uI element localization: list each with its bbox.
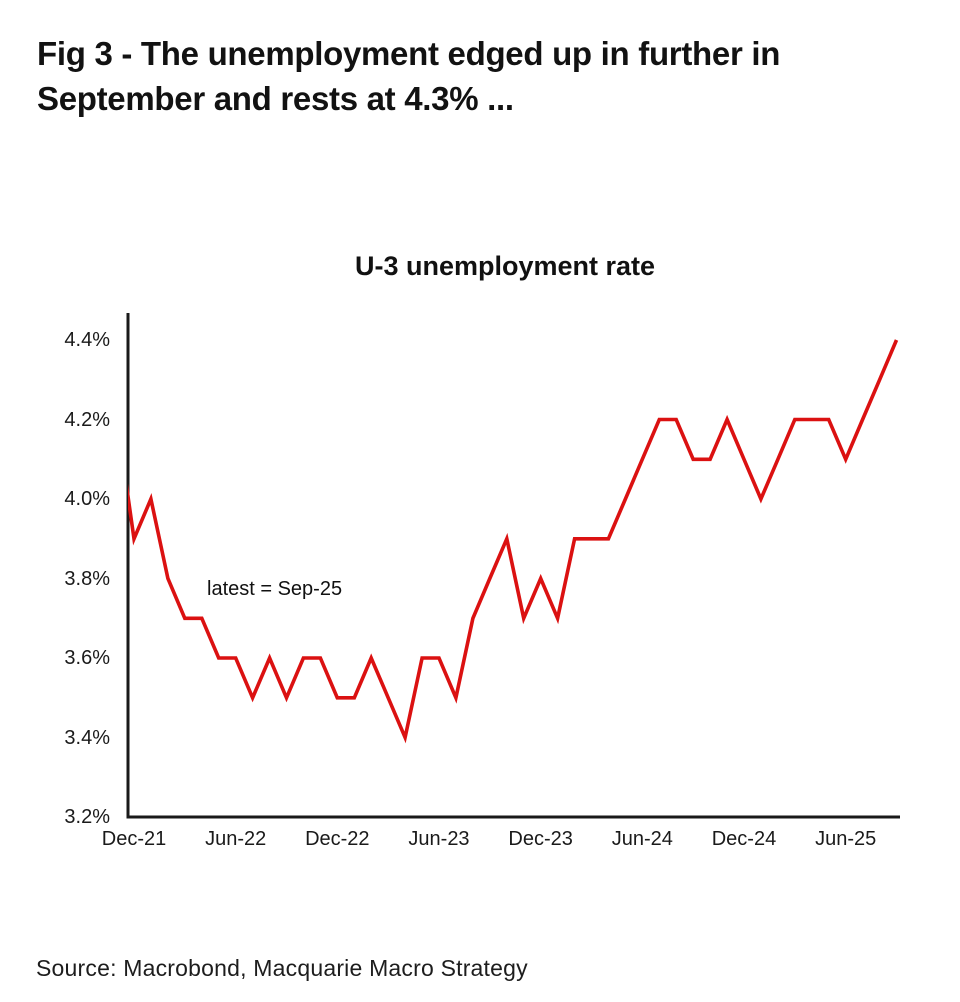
figure-title-line2: September and rests at 4.3% ...	[37, 80, 514, 117]
y-tick-label: 4.0%	[64, 488, 110, 510]
y-tick-label: 3.4%	[64, 726, 110, 749]
x-tick-label: Jun-25	[815, 828, 877, 850]
x-tick-label: Dec-22	[305, 828, 370, 850]
x-tick-label: Jun-23	[408, 828, 470, 850]
x-tick-label: Jun-22	[205, 828, 267, 850]
x-tick-label: Dec-23	[508, 828, 573, 850]
y-tick-label: 3.2%	[64, 806, 110, 828]
figure-title-line1: Fig 3 - The unemployment edged up in fur…	[37, 35, 781, 72]
x-tick-label: Dec-21	[101, 828, 167, 850]
y-tick-label: 3.6%	[64, 647, 110, 669]
figure-title: Fig 3 - The unemployment edged up in fur…	[37, 31, 927, 121]
unemployment-line	[128, 339, 899, 744]
y-tick-label: 4.2%	[64, 408, 110, 431]
y-tick-label: 3.8%	[64, 567, 110, 590]
chart-title: U-3 unemployment rate	[354, 251, 656, 281]
x-tick-label: Jun-24	[611, 828, 673, 850]
y-tick-label: 4.4%	[64, 329, 110, 351]
latest-annotation: latest = Sep-25	[207, 578, 343, 600]
source-text: Source: Macrobond, Macquarie Macro Strat…	[36, 955, 528, 981]
x-tick-label: Dec-24	[711, 828, 777, 850]
